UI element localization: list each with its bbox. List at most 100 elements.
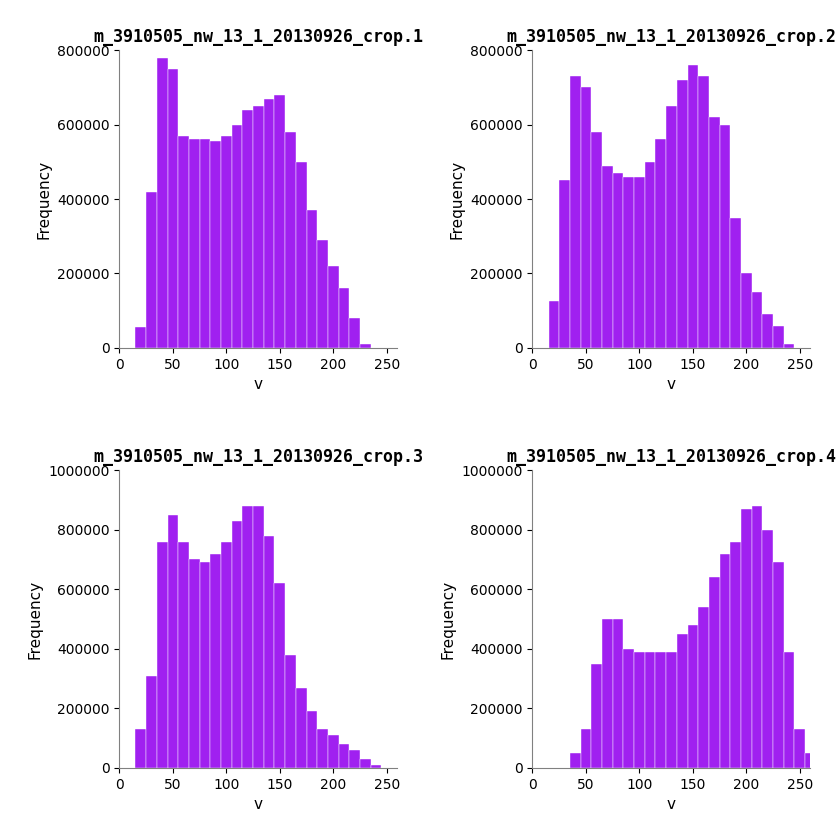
Bar — [328, 735, 339, 768]
Bar — [370, 765, 381, 768]
X-axis label: v: v — [254, 377, 263, 392]
Bar — [677, 80, 687, 348]
Bar — [275, 583, 285, 768]
Bar — [559, 181, 570, 348]
Bar — [698, 76, 709, 348]
Bar — [612, 619, 623, 768]
Bar — [730, 542, 741, 768]
Bar — [318, 240, 328, 348]
Title: m_3910505_nw_13_1_20130926_crop.4: m_3910505_nw_13_1_20130926_crop.4 — [507, 448, 837, 465]
Bar — [253, 506, 264, 768]
Bar — [741, 274, 752, 348]
Bar — [580, 729, 591, 768]
Bar — [360, 344, 370, 348]
Bar — [135, 328, 146, 348]
Bar — [146, 192, 157, 348]
Bar — [805, 753, 816, 768]
Bar — [677, 634, 687, 768]
Bar — [328, 266, 339, 348]
Bar — [634, 652, 645, 768]
X-axis label: v: v — [667, 797, 676, 812]
Bar — [189, 139, 200, 348]
Bar — [200, 139, 210, 348]
X-axis label: v: v — [667, 377, 676, 392]
Bar — [349, 318, 360, 348]
Bar — [655, 139, 666, 348]
Y-axis label: Frequency: Frequency — [441, 580, 456, 659]
Bar — [296, 162, 307, 348]
Bar — [666, 106, 677, 348]
X-axis label: v: v — [254, 797, 263, 812]
Bar — [285, 654, 296, 768]
Bar — [200, 563, 210, 768]
Bar — [623, 648, 634, 768]
Bar — [135, 729, 146, 768]
Bar — [157, 58, 167, 348]
Bar — [602, 165, 612, 348]
Bar — [741, 509, 752, 768]
Bar — [623, 176, 634, 348]
Bar — [549, 302, 559, 348]
Bar — [189, 559, 200, 768]
Bar — [612, 173, 623, 348]
Bar — [784, 344, 795, 348]
Bar — [178, 542, 189, 768]
Bar — [221, 542, 232, 768]
Bar — [307, 210, 318, 348]
Bar — [307, 711, 318, 768]
Bar — [645, 652, 655, 768]
Bar — [285, 132, 296, 348]
Bar — [243, 506, 253, 768]
Bar — [339, 288, 349, 348]
Bar — [763, 314, 773, 348]
Bar — [157, 542, 167, 768]
Y-axis label: Frequency: Frequency — [36, 160, 51, 239]
Bar — [773, 563, 784, 768]
Bar — [570, 76, 580, 348]
Y-axis label: Frequency: Frequency — [449, 160, 465, 239]
Bar — [591, 664, 602, 768]
Bar — [687, 625, 698, 768]
Bar — [253, 106, 264, 348]
Bar — [146, 675, 157, 768]
Bar — [570, 753, 580, 768]
Bar — [687, 65, 698, 348]
Bar — [730, 218, 741, 348]
Bar — [709, 117, 720, 348]
Bar — [210, 554, 221, 768]
Bar — [591, 132, 602, 348]
Bar — [752, 506, 763, 768]
Bar — [339, 744, 349, 768]
Bar — [232, 124, 243, 348]
Title: m_3910505_nw_13_1_20130926_crop.3: m_3910505_nw_13_1_20130926_crop.3 — [93, 448, 423, 465]
Bar — [763, 530, 773, 768]
Bar — [655, 652, 666, 768]
Bar — [264, 98, 275, 348]
Bar — [232, 521, 243, 768]
Bar — [318, 729, 328, 768]
Bar — [360, 759, 370, 768]
Bar — [243, 110, 253, 348]
Bar — [634, 176, 645, 348]
Bar — [720, 554, 730, 768]
Bar — [167, 69, 178, 348]
Bar — [773, 326, 784, 348]
Bar — [666, 652, 677, 768]
Bar — [698, 607, 709, 768]
Bar — [296, 687, 307, 768]
Bar — [784, 652, 795, 768]
Title: m_3910505_nw_13_1_20130926_crop.1: m_3910505_nw_13_1_20130926_crop.1 — [93, 28, 423, 45]
Bar — [795, 729, 805, 768]
Bar — [645, 162, 655, 348]
Bar — [720, 124, 730, 348]
Bar — [178, 136, 189, 348]
Bar — [210, 141, 221, 348]
Title: m_3910505_nw_13_1_20130926_crop.2: m_3910505_nw_13_1_20130926_crop.2 — [507, 28, 837, 45]
Y-axis label: Frequency: Frequency — [28, 580, 43, 659]
Bar — [816, 765, 827, 768]
Bar — [752, 292, 763, 348]
Bar — [349, 750, 360, 768]
Bar — [709, 577, 720, 768]
Bar — [167, 515, 178, 768]
Bar — [221, 136, 232, 348]
